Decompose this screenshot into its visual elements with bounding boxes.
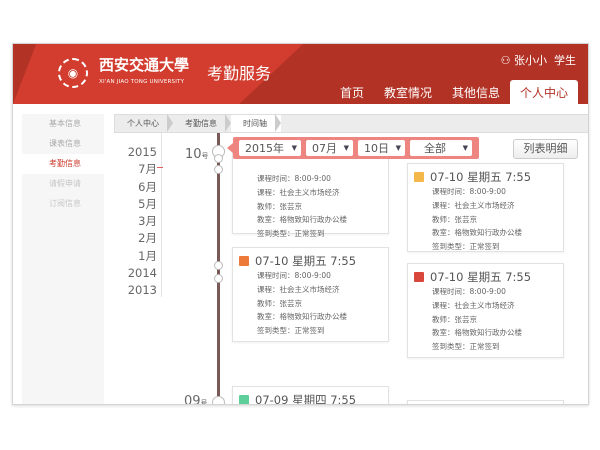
card-room: 教室：格物致知行政办公楼 [257, 312, 347, 322]
sidebar-item-subscribe[interactable]: 订阅信息 [49, 199, 81, 208]
user-info[interactable]: ⚇ 张小小 学生 [501, 52, 576, 68]
card-title: 07-10 星期五 7:55 [255, 254, 357, 268]
timeline-node[interactable] [214, 261, 223, 270]
attendance-type-icon [239, 256, 249, 266]
attendance-card[interactable]: 07-09 星期四 7:55 [232, 386, 389, 405]
sidebar-item-leave[interactable]: 请假申请 [49, 179, 81, 188]
day-select[interactable]: 10日 ▼ [358, 140, 405, 156]
month-item[interactable]: 5月 [138, 196, 157, 211]
app-window: ◉ 西安交通大學 XI'AN JIAO TONG UNIVERSITY 考勤服务… [12, 43, 589, 405]
chevron-down-icon: ▼ [462, 144, 468, 152]
user-name: 张小小 [514, 54, 547, 67]
timeline-node[interactable] [214, 274, 223, 283]
attendance-type-icon [414, 272, 424, 282]
sidebar-item-schedule[interactable]: 课表信息 [49, 139, 81, 148]
nav-personal[interactable]: 个人中心 [509, 80, 578, 104]
university-seal-icon: ◉ [58, 58, 88, 88]
user-icon: ⚇ [500, 54, 511, 67]
breadcrumb-timeline: 时间轴 [231, 114, 281, 132]
sidebar: 基本信息 课表信息 考勤信息 请假申请 订阅信息 [22, 114, 104, 404]
card-time: 课程时间：8:00-9:00 [257, 174, 331, 183]
nav-home[interactable]: 首页 [339, 86, 364, 100]
year-item[interactable]: 2014 [127, 266, 157, 281]
attendance-card[interactable]: 07-10 星期五 7:55 课程时间：8:00-9:00 课程：社会主义市场经… [232, 247, 389, 342]
card-course: 课程：社会主义市场经济 [432, 300, 515, 310]
card-teacher: 教师：张芸京 [257, 201, 302, 211]
timeline-node[interactable] [214, 165, 223, 174]
day-label: 10号 [185, 147, 209, 162]
card-title: 07-09 星期四 7:55 [255, 393, 357, 405]
card-time: 课程时间：8:00-9:00 [432, 287, 506, 296]
card-type: 签到类型：正常签到 [432, 242, 500, 252]
card-course: 课程：社会主义市场经济 [257, 284, 340, 294]
attendance-card[interactable]: 课程时间：8:00-9:00 课程：社会主义市场经济 教师：张芸京 教室：格物致… [232, 150, 389, 238]
card-teacher: 教师：张芸京 [432, 314, 477, 324]
card-type: 签到类型：正常签到 [257, 326, 325, 336]
year-item[interactable]: 2013 [127, 283, 157, 298]
month-item[interactable]: 1月 [138, 248, 157, 263]
attendance-card[interactable]: 07-10 星期五 7:55 课程时间：8:00-9:00 课程：社会主义市场经… [407, 263, 564, 358]
breadcrumb-personal[interactable]: 个人中心 [115, 114, 173, 132]
year-divider [161, 133, 162, 297]
card-title: 07-10 星期五 7:55 [430, 170, 532, 184]
list-detail-button[interactable]: 列表明细 [513, 139, 578, 159]
timeline-node[interactable] [214, 154, 223, 163]
card-type: 签到类型：正常签到 [432, 342, 500, 352]
sidebar-item-attendance[interactable]: 考勤信息 [22, 154, 104, 174]
chevron-down-icon: ▼ [291, 144, 297, 152]
card-type: 签到类型：正常签到 [257, 229, 325, 239]
breadcrumb: 个人中心 考勤信息 时间轴 [114, 114, 588, 133]
sidebar-item-basic[interactable]: 基本信息 [49, 119, 81, 128]
attendance-card[interactable]: 07-10 星期五 7:55 课程时间：8:00-9:00 课程：社会主义市场经… [407, 163, 564, 252]
card-course: 课程：社会主义市场经济 [432, 200, 515, 210]
year-select[interactable]: 2015年 ▼ [239, 140, 301, 156]
attendance-type-icon [414, 172, 424, 182]
month-select[interactable]: 07月 ▼ [306, 140, 353, 156]
main-nav: 首页 教室情况 其他信息 个人中心 [330, 78, 578, 104]
year-item[interactable]: 2015 [127, 145, 157, 159]
day-label: 09号 [184, 394, 208, 405]
month-item[interactable]: 6月 [138, 179, 157, 194]
card-title: 07-10 星期五 7:55 [430, 270, 532, 284]
card-time: 课程时间：8:00-9:00 [257, 271, 331, 280]
active-month-marker [157, 167, 163, 168]
card-room: 教室：格物致知行政办公楼 [257, 215, 347, 225]
card-time: 课程时间：8:00-9:00 [432, 187, 506, 196]
attendance-type-icon [239, 395, 249, 404]
user-role: 学生 [554, 54, 576, 67]
breadcrumb-attendance[interactable]: 考勤信息 [173, 114, 231, 132]
card-room: 教室：格物致知行政办公楼 [432, 328, 522, 338]
card-course: 课程：社会主义市场经济 [257, 187, 340, 197]
month-item[interactable]: 3月 [138, 214, 157, 229]
year-month-list: 2015 7月 6月 5月 3月 2月 1月 2014 2013 [113, 144, 157, 300]
date-filter-bar: 2015年 ▼ 07月 ▼ 10日 ▼ 全部 ▼ [227, 137, 479, 159]
nav-classroom[interactable]: 教室情况 [383, 86, 432, 100]
timeline-node[interactable] [212, 396, 225, 404]
header: ◉ 西安交通大學 XI'AN JIAO TONG UNIVERSITY 考勤服务… [13, 44, 588, 104]
nav-other[interactable]: 其他信息 [451, 86, 500, 100]
service-title: 考勤服务 [207, 64, 272, 83]
chevron-down-icon: ▼ [395, 144, 401, 152]
month-item[interactable]: 2月 [138, 231, 157, 246]
type-select[interactable]: 全部 ▼ [410, 140, 472, 156]
month-item[interactable]: 7月 [138, 162, 157, 177]
university-name: 西安交通大學 [99, 56, 190, 74]
card-room: 教室：格物致知行政办公楼 [432, 228, 522, 238]
card-teacher: 教师：张芸京 [257, 298, 302, 308]
chevron-down-icon: ▼ [343, 144, 349, 152]
university-name-en: XI'AN JIAO TONG UNIVERSITY [99, 79, 185, 85]
attendance-card[interactable] [407, 400, 564, 404]
card-teacher: 教师：张芸京 [432, 214, 477, 224]
